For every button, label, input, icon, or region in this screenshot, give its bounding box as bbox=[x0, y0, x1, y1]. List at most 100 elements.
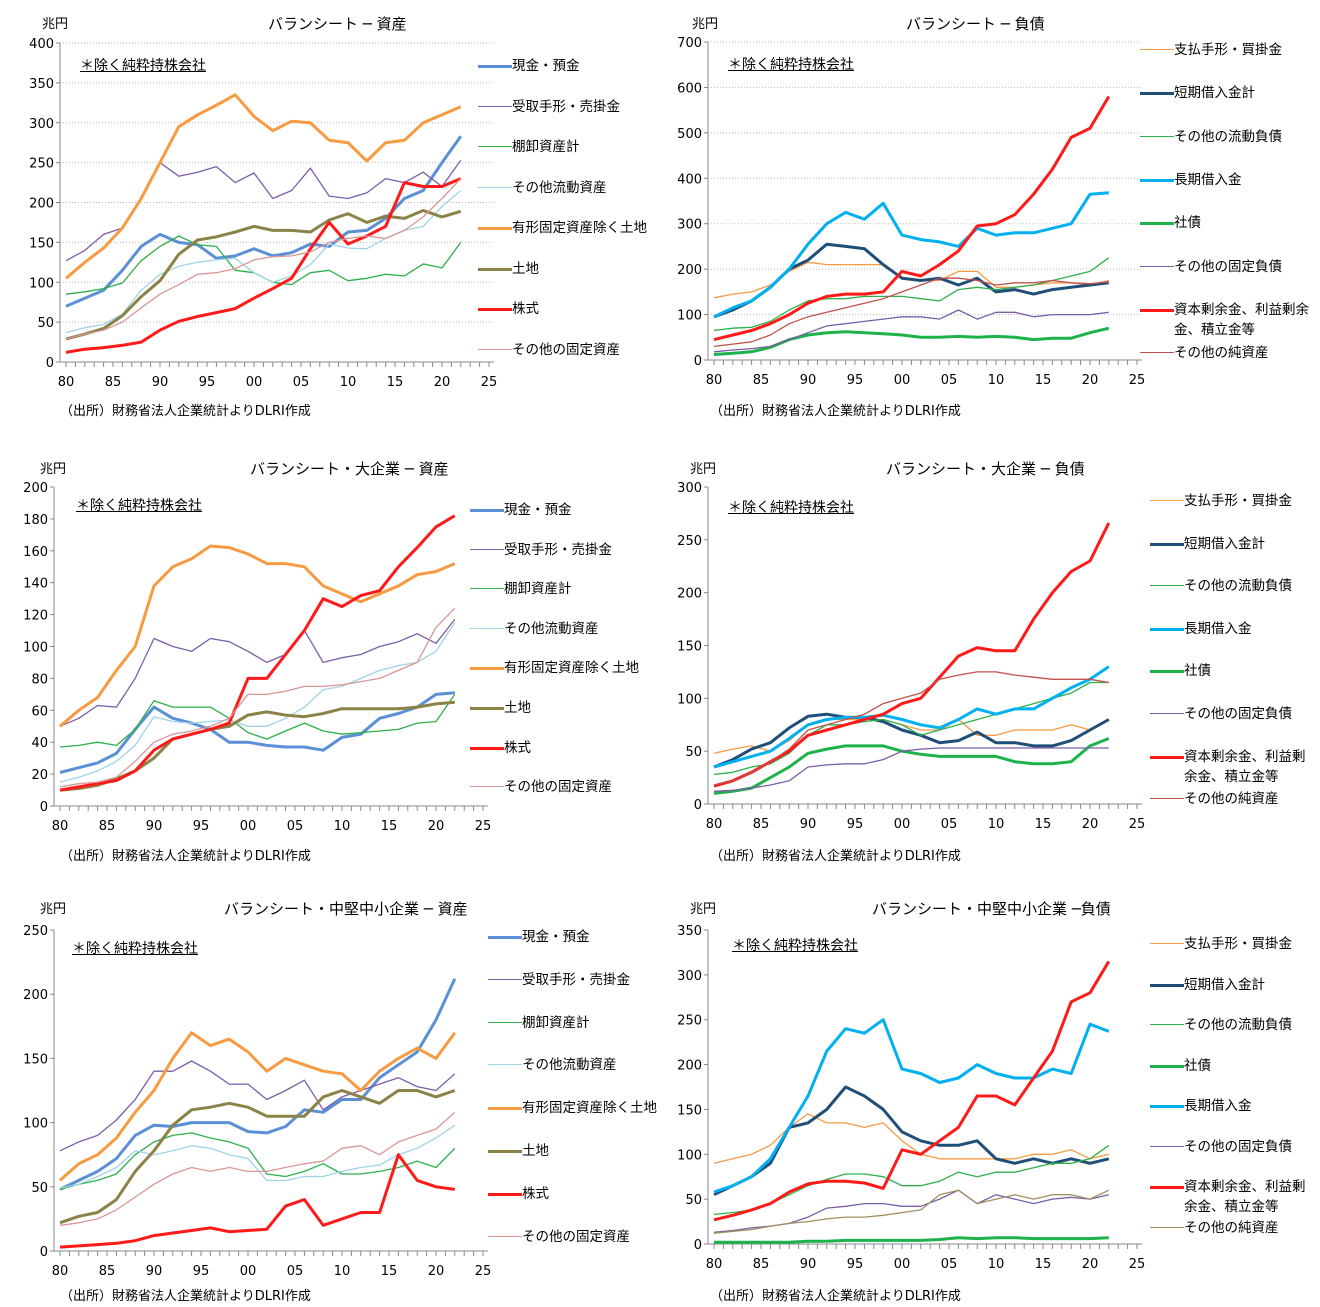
legend-swatch bbox=[478, 267, 512, 271]
source-note: （出所）財務省法人企業統計よりDLRI作成 bbox=[60, 404, 311, 419]
y-tick-label: 50 bbox=[31, 1181, 48, 1196]
chart-panel: 0 50 100 150 200 250 300 350 400 80 85 90 95 00 05 10 15… bbox=[0, 0, 660, 440]
chart-plot: 0 100 200 300 400 500 600 700 80 85 90 95 00 05 10 15 20… bbox=[677, 36, 1145, 388]
x-tick-label: 10 bbox=[334, 1264, 351, 1279]
legend-item: その他の固定資産 bbox=[470, 777, 650, 797]
y-axis-unit: 兆円 bbox=[692, 17, 719, 32]
y-tick-label: 40 bbox=[31, 736, 48, 751]
legend-label: その他の純資産 bbox=[1174, 345, 1269, 362]
x-tick-label: 95 bbox=[199, 375, 216, 390]
legend-swatch bbox=[1140, 352, 1174, 354]
series-line bbox=[59, 618, 456, 727]
x-tick-label: 00 bbox=[894, 817, 911, 832]
legend-swatch bbox=[1140, 49, 1174, 50]
legend-label: 資本剰余金、利益剰余金、積立金等 bbox=[1184, 1179, 1306, 1215]
legend-swatch bbox=[1140, 92, 1174, 96]
y-tick-label: 400 bbox=[29, 37, 54, 52]
x-tick-label: 80 bbox=[58, 375, 75, 390]
x-tick-label: 80 bbox=[706, 1257, 723, 1272]
x-tick-label: 85 bbox=[99, 1264, 116, 1279]
y-tick-label: 160 bbox=[23, 545, 48, 560]
y-tick-label: 0 bbox=[694, 354, 702, 369]
series-line bbox=[65, 209, 462, 341]
chart-plot: 0 50 100 150 200 250 300 350 80 85 90 95 00 05 10 15 20 2… bbox=[677, 924, 1145, 1272]
legend-label: その他の流動負債 bbox=[1174, 128, 1282, 145]
y-tick-label: 350 bbox=[677, 924, 702, 939]
legend-item: 長期借入金 bbox=[1140, 170, 1310, 190]
legend-label: 土地 bbox=[504, 700, 531, 716]
x-tick-label: 85 bbox=[753, 373, 770, 388]
y-tick-label: 150 bbox=[677, 640, 702, 655]
x-tick-label: 80 bbox=[52, 1264, 69, 1279]
legend-label: 棚卸資産計 bbox=[522, 1014, 590, 1031]
y-tick-label: 200 bbox=[677, 263, 702, 278]
legend-label: 支払手形・買掛金 bbox=[1184, 936, 1292, 952]
legend-swatch bbox=[1150, 798, 1184, 800]
x-tick-label: 00 bbox=[894, 1257, 911, 1272]
x-tick-label: 15 bbox=[381, 819, 398, 834]
x-tick-label: 85 bbox=[753, 1257, 770, 1272]
legend-item: 株式 bbox=[470, 738, 650, 758]
legend-item: 短期借入金計 bbox=[1150, 534, 1310, 554]
x-tick-label: 90 bbox=[152, 375, 169, 390]
x-tick-label: 15 bbox=[1035, 1257, 1052, 1272]
y-tick-label: 50 bbox=[685, 745, 702, 760]
legend-item: その他の固定資産 bbox=[488, 1227, 658, 1247]
y-tick-label: 100 bbox=[677, 692, 702, 707]
legend-item: 株式 bbox=[488, 1184, 658, 1204]
legend-label: その他の固定負債 bbox=[1174, 258, 1282, 275]
legend-item: その他の固定負債 bbox=[1150, 1137, 1310, 1157]
x-tick-label: 20 bbox=[434, 375, 451, 390]
legend-label: その他の固定資産 bbox=[512, 341, 620, 358]
legend-item: 棚卸資産計 bbox=[488, 1013, 658, 1033]
chart-note: ＊除く純粋持株会社 bbox=[80, 58, 206, 74]
legend-item: 受取手形・売掛金 bbox=[478, 97, 658, 117]
legend-label: 有形固定資産除く土地 bbox=[504, 660, 639, 677]
chart-note: ＊除く純粋持株会社 bbox=[728, 500, 854, 516]
series-line bbox=[713, 522, 1111, 788]
series-line bbox=[59, 694, 456, 748]
legend-swatch bbox=[488, 1150, 522, 1153]
x-tick-label: 10 bbox=[988, 1257, 1005, 1272]
series-line bbox=[713, 747, 1109, 792]
legend-swatch bbox=[488, 1021, 522, 1023]
x-tick-label: 90 bbox=[800, 373, 817, 388]
x-tick-label: 00 bbox=[240, 819, 257, 834]
legend-label: 受取手形・売掛金 bbox=[522, 971, 630, 988]
series-line bbox=[713, 1018, 1110, 1194]
y-tick-label: 150 bbox=[23, 1052, 48, 1067]
x-tick-label: 95 bbox=[847, 1257, 864, 1272]
series-line bbox=[713, 1085, 1110, 1197]
x-tick-label: 80 bbox=[706, 373, 723, 388]
legend-swatch bbox=[488, 936, 522, 939]
y-tick-label: 300 bbox=[29, 117, 54, 132]
x-tick-label: 05 bbox=[941, 373, 958, 388]
legend-item: その他の流動負債 bbox=[1150, 576, 1310, 596]
chart-title: バランシート・大企業 ─ 負債 bbox=[886, 460, 1085, 478]
legend-swatch bbox=[1150, 627, 1184, 631]
legend-swatch bbox=[488, 1192, 522, 1196]
x-tick-label: 05 bbox=[287, 1264, 304, 1279]
legend-item: 支払手形・買掛金 bbox=[1150, 491, 1310, 511]
legend-label: 土地 bbox=[512, 260, 539, 277]
y-axis-unit: 兆円 bbox=[690, 902, 717, 917]
series-line bbox=[59, 1031, 457, 1182]
series-line bbox=[713, 309, 1109, 353]
y-axis-unit: 兆円 bbox=[40, 462, 67, 477]
x-tick-label: 85 bbox=[99, 819, 116, 834]
legend-label: その他の流動負債 bbox=[1184, 1017, 1292, 1033]
chart-panel: 0 50 100 150 200 250 80 85 90 95 00 05 10 15 20 25 現金・預金… bbox=[0, 885, 660, 1307]
source-note: （出所）財務省法人企業統計よりDLRI作成 bbox=[710, 849, 961, 864]
legend-swatch bbox=[488, 1235, 522, 1237]
y-tick-label: 300 bbox=[677, 218, 702, 233]
chart-title: バランシート・中堅中小企業 ─負債 bbox=[872, 900, 1111, 918]
legend-swatch bbox=[470, 588, 504, 590]
x-tick-label: 25 bbox=[481, 375, 498, 390]
legend-item: その他の固定資産 bbox=[478, 340, 658, 360]
y-tick-label: 0 bbox=[40, 1245, 48, 1260]
legend-label: 短期借入金計 bbox=[1184, 976, 1265, 993]
legend-item: その他の流動負債 bbox=[1150, 1015, 1310, 1035]
legend-item: 受取手形・売掛金 bbox=[488, 970, 658, 990]
legend-label: 株式 bbox=[504, 739, 531, 756]
legend-label: 短期借入金計 bbox=[1174, 85, 1255, 102]
